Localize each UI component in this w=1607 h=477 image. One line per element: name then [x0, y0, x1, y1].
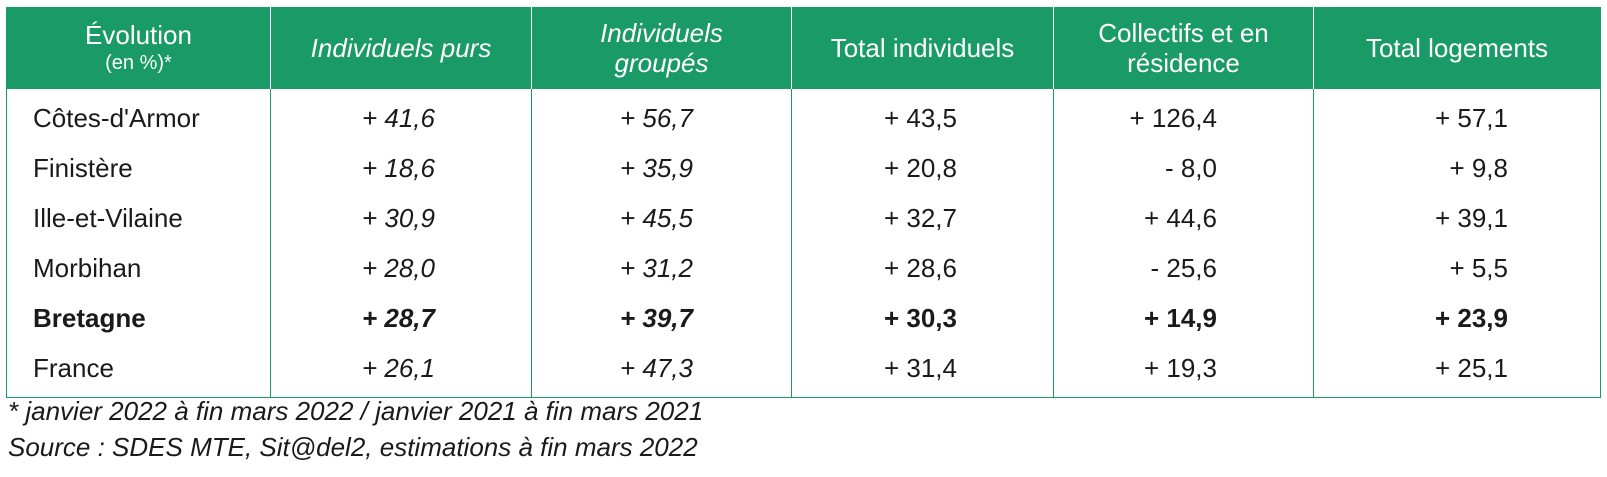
cell-total-individuels: + 43,5	[791, 89, 1054, 143]
data-table-container: Évolution (en %)* Individuels purs Indiv…	[6, 7, 1601, 398]
cell-individuels-groupes: + 39,7	[531, 293, 792, 343]
cell-individuels-purs: + 18,6	[270, 143, 532, 193]
header-evolution: Évolution (en %)*	[6, 7, 271, 89]
header-individuels-groupes-line2: groupés	[614, 48, 709, 78]
cell-collectifs: + 126,4	[1053, 89, 1314, 143]
cell-total-individuels: + 32,7	[791, 193, 1054, 243]
cell-collectifs: + 19,3	[1053, 343, 1314, 398]
table-row: Côtes-d'Armor + 41,6 + 56,7 + 43,5 + 126…	[6, 89, 1601, 143]
cell-total-individuels: + 30,3	[791, 293, 1054, 343]
cell-collectifs: - 25,6	[1053, 243, 1314, 293]
table-row-total-region: Bretagne + 28,7 + 39,7 + 30,3 + 14,9 + 2…	[6, 293, 1601, 343]
cell-total-individuels: + 28,6	[791, 243, 1054, 293]
cell-total-logements: + 57,1	[1313, 89, 1601, 143]
header-individuels-purs: Individuels purs	[270, 7, 532, 89]
cell-total-individuels: + 31,4	[791, 343, 1054, 398]
table-row: Finistère + 18,6 + 35,9 + 20,8 - 8,0 + 9…	[6, 143, 1601, 193]
cell-individuels-groupes: + 31,2	[531, 243, 792, 293]
row-label: Côtes-d'Armor	[6, 89, 271, 143]
footnote: * janvier 2022 à fin mars 2022 / janvier…	[8, 396, 704, 426]
row-label: France	[6, 343, 271, 398]
header-individuels-groupes-line1: Individuels	[600, 18, 723, 48]
header-evolution-title: Évolution	[85, 20, 192, 50]
table-notes: * janvier 2022 à fin mars 2022 / janvier…	[8, 393, 703, 465]
housing-evolution-table: Évolution (en %)* Individuels purs Indiv…	[6, 7, 1601, 398]
cell-collectifs: + 44,6	[1053, 193, 1314, 243]
cell-collectifs: - 8,0	[1053, 143, 1314, 193]
header-evolution-unit: (en %)*	[105, 52, 172, 74]
cell-total-logements: + 25,1	[1313, 343, 1601, 398]
header-row: Évolution (en %)* Individuels purs Indiv…	[6, 7, 1601, 89]
cell-individuels-groupes: + 45,5	[531, 193, 792, 243]
cell-individuels-groupes: + 56,7	[531, 89, 792, 143]
cell-total-logements: + 9,8	[1313, 143, 1601, 193]
header-total-individuels: Total individuels	[791, 7, 1054, 89]
source-note: Source : SDES MTE, Sit@del2, estimations…	[8, 432, 698, 462]
header-individuels-groupes: Individuels groupés	[531, 7, 792, 89]
cell-individuels-purs: + 28,7	[270, 293, 532, 343]
header-collectifs-line2: résidence	[1127, 48, 1240, 78]
table-row: Ille-et-Vilaine + 30,9 + 45,5 + 32,7 + 4…	[6, 193, 1601, 243]
table-header: Évolution (en %)* Individuels purs Indiv…	[6, 7, 1601, 89]
row-label: Morbihan	[6, 243, 271, 293]
cell-collectifs: + 14,9	[1053, 293, 1314, 343]
header-total-logements: Total logements	[1313, 7, 1601, 89]
cell-individuels-purs: + 28,0	[270, 243, 532, 293]
cell-total-individuels: + 20,8	[791, 143, 1054, 193]
table-row: Morbihan + 28,0 + 31,2 + 28,6 - 25,6 + 5…	[6, 243, 1601, 293]
table-row: France + 26,1 + 47,3 + 31,4 + 19,3 + 25,…	[6, 343, 1601, 398]
header-collectifs-line1: Collectifs et en	[1098, 18, 1269, 48]
cell-individuels-purs: + 26,1	[270, 343, 532, 398]
cell-individuels-purs: + 30,9	[270, 193, 532, 243]
cell-total-logements: + 23,9	[1313, 293, 1601, 343]
row-label: Finistère	[6, 143, 271, 193]
cell-total-logements: + 39,1	[1313, 193, 1601, 243]
row-label: Ille-et-Vilaine	[6, 193, 271, 243]
table-body: Côtes-d'Armor + 41,6 + 56,7 + 43,5 + 126…	[6, 89, 1601, 398]
cell-individuels-groupes: + 35,9	[531, 143, 792, 193]
cell-total-logements: + 5,5	[1313, 243, 1601, 293]
cell-individuels-purs: + 41,6	[270, 89, 532, 143]
row-label: Bretagne	[6, 293, 271, 343]
header-collectifs: Collectifs et en résidence	[1053, 7, 1314, 89]
cell-individuels-groupes: + 47,3	[531, 343, 792, 398]
